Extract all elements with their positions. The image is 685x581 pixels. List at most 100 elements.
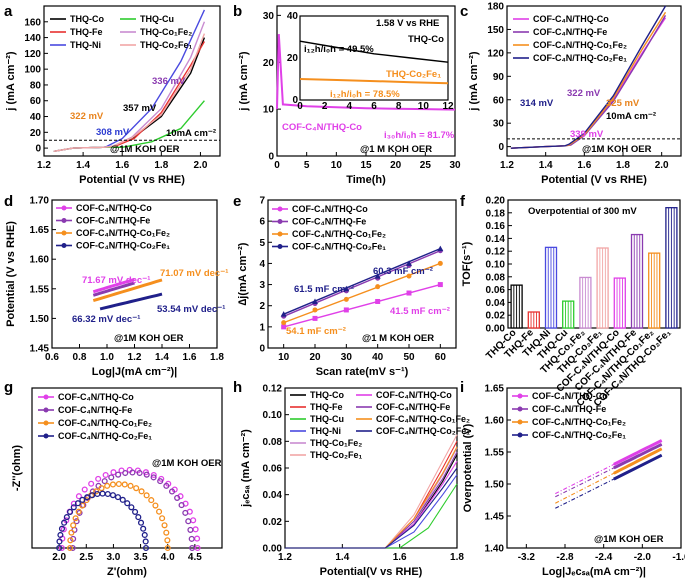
x-tick-label: 30 xyxy=(449,160,461,171)
y-axis-label: Potential (V vs RHE) xyxy=(5,221,17,327)
eis-point xyxy=(124,500,131,507)
eis-point xyxy=(127,482,134,489)
legend-marker xyxy=(277,244,283,249)
y-tick-label: 0 xyxy=(35,144,41,155)
eis-point xyxy=(81,486,88,493)
legend-label: THQ-Fe xyxy=(70,27,103,37)
eis-point xyxy=(67,537,74,544)
y-tick-label: 0.12 xyxy=(486,247,506,258)
inset-x-tick: 12 xyxy=(442,101,454,112)
condition-label: @1M KOH OER xyxy=(594,534,664,545)
legend-label: COF-C₄N/THQ-Co₂Fe₁ xyxy=(58,431,152,441)
plot-frame xyxy=(267,199,457,349)
condition-label: @1 M KOH OER xyxy=(360,144,432,155)
data-point xyxy=(437,245,444,252)
ref-label: 10mA cm⁻² xyxy=(166,128,216,139)
eis-point xyxy=(138,488,145,495)
legend-marker xyxy=(277,206,283,212)
data-point xyxy=(280,311,287,317)
tafel-slope-label: 53.54 mV dec⁻¹ xyxy=(157,304,225,315)
x-tick-label: 1.2 xyxy=(128,352,142,363)
panel-label-f: f xyxy=(460,193,466,210)
legend-label: COF-C₄N/THQ-Co₁Fe₂ xyxy=(532,417,626,427)
inset-x-tick: 8 xyxy=(396,101,402,112)
y-tick-label: 1.50 xyxy=(30,314,50,325)
legend-label: THQ-Co₂Fe₁ xyxy=(140,40,192,50)
x-tick-label: 2.0 xyxy=(193,160,207,171)
eis-point xyxy=(56,544,63,552)
data-point xyxy=(343,296,349,302)
series-line xyxy=(285,446,458,549)
legend-label: COF-C₄N/THQ-Fe xyxy=(58,405,132,415)
condition-label: @1M KOH OER xyxy=(114,333,184,344)
series-label: COF-C₄N/THQ-Co xyxy=(282,122,362,133)
y-tick-label: 1.40 xyxy=(485,544,505,555)
legend-label: COF-C₄N/THQ-Co₁Fe₂ xyxy=(292,229,386,239)
y-tick-label: 1.50 xyxy=(485,480,505,491)
capacitance-label: 54.1 mF cm⁻² xyxy=(286,326,346,337)
eis-point xyxy=(143,492,150,499)
panel-c: 1.2 1.4 1.6 1.8 2.0 0 30 60 90 120 150 180 Potential… xyxy=(468,2,682,186)
inset-label: THQ-Co xyxy=(408,34,444,45)
x-axis-label: Time(h) xyxy=(346,174,386,186)
x-tick-label: 1.4 xyxy=(155,352,169,363)
y-tick-label: 0 xyxy=(498,142,504,153)
x-tick-label: 1.6 xyxy=(577,160,591,171)
y-tick-label: 0.12 xyxy=(263,384,283,395)
panel-i: -3.2 -2.8 -2.4 -2.0 -1.6 1.40 1.45 1.50 1.55 1.60… xyxy=(462,384,685,579)
eis-point xyxy=(115,480,122,488)
legend-label: COF-C₄N/THQ-Co₂Fe₁ xyxy=(292,242,386,252)
eis-point xyxy=(189,544,196,552)
eis-point xyxy=(61,519,68,526)
y-tick-label: 140 xyxy=(24,33,41,44)
legend-label: COF-C₄N/THQ-Co₁Fe₂ xyxy=(533,40,627,50)
legend-label: COF-C₄N/THQ-Co₁Fe₂ xyxy=(58,418,152,428)
panel-h: 1.2 1.4 1.6 1.8 0.00 0.02 0.04 0.06 0.08 0.10 0.12… xyxy=(240,384,470,579)
legend-marker xyxy=(61,218,67,223)
eis-point xyxy=(182,509,189,516)
eis-point xyxy=(95,475,102,482)
data-point xyxy=(343,285,350,292)
legend-label: COF-C₄N/THQ-Fe xyxy=(76,216,150,226)
legend-label: COF-C₄N/THQ-Co₂Fe₁ xyxy=(532,430,626,440)
x-tick-label: -2.4 xyxy=(595,552,613,563)
eis-point xyxy=(56,538,63,545)
x-tick-label: 1.8 xyxy=(210,352,224,363)
eis-point xyxy=(88,480,95,487)
series-line xyxy=(285,474,458,549)
eis-point xyxy=(66,544,74,552)
ref-label: 10mA cm⁻² xyxy=(606,111,656,122)
x-tick-label: 60 xyxy=(435,352,447,363)
panel-label-a: a xyxy=(4,3,13,20)
data-point xyxy=(375,284,381,290)
x-tick-label: 50 xyxy=(403,352,415,363)
inset-label: 1.58 V vs RHE xyxy=(376,18,439,29)
inset-x-tick: 4 xyxy=(347,101,353,112)
eis-point xyxy=(109,481,117,488)
x-tick-label: -2.0 xyxy=(634,552,652,563)
y-tick-label: 1.55 xyxy=(30,284,50,295)
y-axis-label: TOF(s⁻¹) xyxy=(461,241,473,286)
x-tick-label: 2.0 xyxy=(655,160,669,171)
eis-point xyxy=(156,508,163,515)
eis-point xyxy=(57,531,64,539)
y-tick-label: 0.06 xyxy=(263,464,283,475)
eis-point xyxy=(69,544,76,552)
legend-label: THQ-Cu xyxy=(310,414,344,424)
x-axis-label: Log|Jₑᴄₛₐ(mA cm⁻²)| xyxy=(542,566,646,578)
legend-label: COF-C₄N/THQ-Fe xyxy=(292,217,366,227)
x-tick-label: 25 xyxy=(420,160,432,171)
eis-point xyxy=(163,529,170,536)
y-tick-label: 0 xyxy=(259,344,265,355)
eis-point xyxy=(63,514,70,521)
y-tick-label: 1.65 xyxy=(485,384,505,395)
y-tick-label: 0.10 xyxy=(486,260,506,271)
inset-x-tick: 10 xyxy=(418,101,430,112)
data-point xyxy=(437,260,443,266)
y-tick-label: 0.20 xyxy=(486,196,506,207)
eis-point xyxy=(58,544,65,552)
legend-label: THQ-Co xyxy=(310,390,344,400)
panel-label-e: e xyxy=(233,193,241,210)
x-axis-label: Log|J(mA cm⁻²)| xyxy=(92,366,178,378)
y-tick-label: 3 xyxy=(259,280,265,291)
